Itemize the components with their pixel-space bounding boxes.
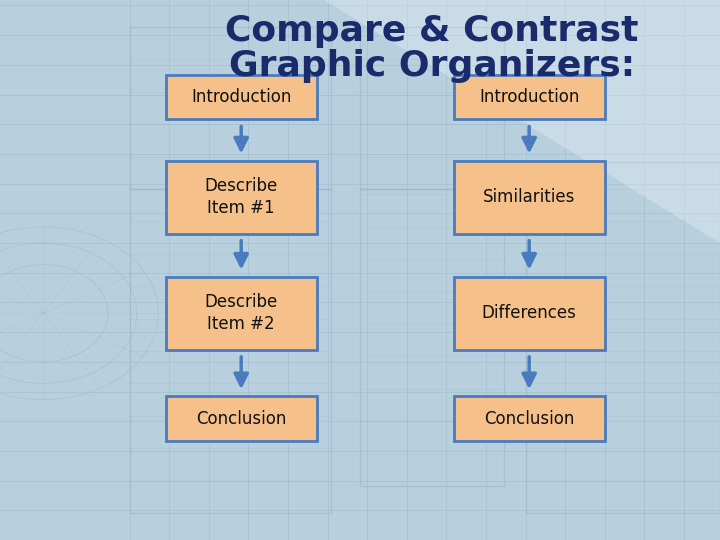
Text: Describe
Item #2: Describe Item #2 bbox=[204, 293, 278, 333]
FancyBboxPatch shape bbox=[454, 276, 605, 350]
FancyBboxPatch shape bbox=[454, 160, 605, 233]
FancyBboxPatch shape bbox=[166, 276, 317, 350]
Text: Describe
Item #1: Describe Item #1 bbox=[204, 177, 278, 217]
Text: Similarities: Similarities bbox=[483, 188, 575, 206]
Text: Conclusion: Conclusion bbox=[484, 409, 575, 428]
Text: Compare & Contrast
Graphic Organizers:: Compare & Contrast Graphic Organizers: bbox=[225, 14, 639, 83]
FancyBboxPatch shape bbox=[166, 396, 317, 441]
FancyBboxPatch shape bbox=[166, 75, 317, 119]
Text: Differences: Differences bbox=[482, 304, 577, 322]
FancyBboxPatch shape bbox=[454, 75, 605, 119]
Text: Introduction: Introduction bbox=[479, 88, 580, 106]
Text: Conclusion: Conclusion bbox=[196, 409, 287, 428]
Polygon shape bbox=[324, 0, 720, 243]
FancyBboxPatch shape bbox=[454, 396, 605, 441]
Text: Introduction: Introduction bbox=[191, 88, 292, 106]
FancyBboxPatch shape bbox=[166, 160, 317, 233]
